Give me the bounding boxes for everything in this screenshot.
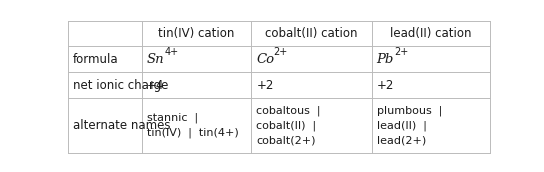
- Text: 2+: 2+: [274, 47, 288, 57]
- Text: tin(IV) cation: tin(IV) cation: [158, 27, 235, 40]
- Text: plumbous  |
lead(II)  |
lead(2+): plumbous | lead(II) | lead(2+): [376, 106, 442, 146]
- Text: cobaltous  |
cobalt(II)  |
cobalt(2+): cobaltous | cobalt(II) | cobalt(2+): [256, 106, 321, 146]
- Text: Sn: Sn: [147, 53, 164, 66]
- Text: stannic  |
tin(IV)  |  tin(4+): stannic | tin(IV) | tin(4+): [147, 113, 239, 138]
- Text: 4+: 4+: [164, 47, 178, 57]
- Text: lead(II) cation: lead(II) cation: [390, 27, 471, 40]
- Text: +2: +2: [256, 79, 274, 92]
- Text: +2: +2: [376, 79, 394, 92]
- Text: +4: +4: [147, 79, 164, 92]
- Text: net ionic charge: net ionic charge: [73, 79, 169, 92]
- Text: formula: formula: [73, 53, 119, 66]
- Text: cobalt(II) cation: cobalt(II) cation: [265, 27, 358, 40]
- Text: Co: Co: [256, 53, 275, 66]
- Text: alternate names: alternate names: [73, 119, 171, 132]
- Text: Pb: Pb: [376, 53, 394, 66]
- Text: 2+: 2+: [394, 47, 408, 57]
